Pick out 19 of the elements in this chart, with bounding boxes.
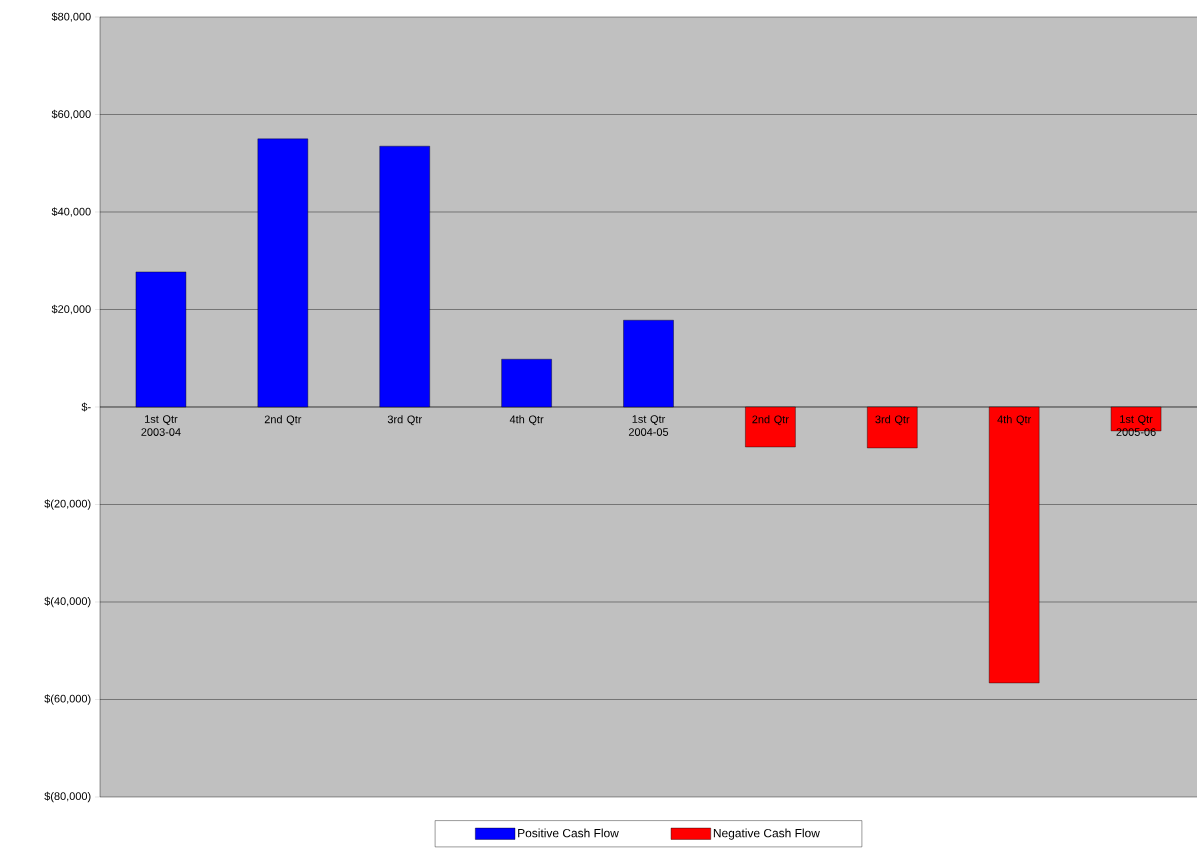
x-tick-label: 1st Qtr 2003-04: [141, 415, 181, 436]
y-tick-label: $20,000: [51, 304, 91, 315]
x-tick-label: 4th Qtr: [509, 415, 544, 426]
y-tick-label: $(60,000): [44, 694, 91, 705]
legend-label: Negative Cash Flow: [713, 828, 820, 840]
y-tick-label: $80,000: [51, 12, 91, 22]
y-tick-label: $(20,000): [44, 499, 91, 510]
x-tick-label: 4th Qtr: [997, 415, 1032, 426]
legend-label: Positive Cash Flow: [518, 828, 619, 838]
y-tick-label: $60,000: [51, 109, 91, 120]
x-tick-label: 3rd Qtr: [387, 415, 422, 426]
x-tick-label: 1st Qtr 2004-05: [628, 415, 669, 436]
x-tick-label: 2nd Qtr: [264, 415, 302, 426]
x-tick-label: 3rd Qtr: [875, 415, 910, 426]
x-tick-label: 2nd Qtr: [752, 415, 789, 426]
y-tick-label: $40,000: [51, 207, 91, 217]
y-tick-label: $(40,000): [44, 596, 91, 608]
y-tick-label: $-: [81, 402, 91, 412]
y-tick-label: $(80,000): [44, 791, 91, 803]
